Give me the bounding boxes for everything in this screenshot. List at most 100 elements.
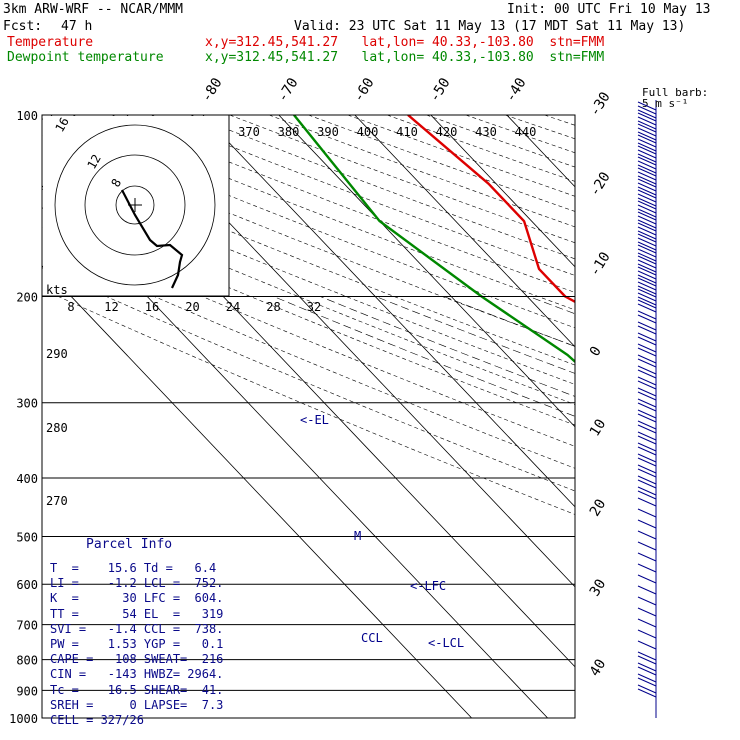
wind-barb bbox=[637, 358, 657, 368]
dry-adiabat bbox=[426, 115, 575, 168]
wind-barb bbox=[637, 369, 657, 379]
wind-barb bbox=[637, 244, 657, 254]
wind-barb bbox=[637, 299, 657, 309]
temperature-tick-label: -80 bbox=[199, 75, 226, 105]
parcel-info-row: T = 15.6 Td = 6.4 bbox=[50, 561, 217, 575]
dewpoint-trace bbox=[293, 115, 575, 364]
wind-barb bbox=[637, 468, 657, 478]
dry-adiabat bbox=[386, 115, 575, 182]
init-time: Init: 00 UTC Fri 10 May 13 bbox=[507, 2, 711, 17]
model-title: 3km ARW-WRF -- NCAR/MMM bbox=[3, 2, 184, 17]
dry-adiabat bbox=[42, 267, 575, 492]
wind-barb bbox=[637, 475, 657, 485]
temperature-tick-label: -70 bbox=[275, 75, 302, 105]
wind-barb bbox=[637, 200, 657, 210]
wind-barb bbox=[637, 178, 657, 188]
speed-tick-label: 24 bbox=[226, 300, 240, 314]
wind-barb bbox=[637, 255, 657, 265]
hodograph-ring-label: 12 bbox=[84, 152, 103, 172]
parcel-info-row: LI = -1.2 LCL = 752. bbox=[50, 576, 224, 591]
forecast-label: Fcst: bbox=[3, 19, 43, 34]
wind-barb bbox=[637, 651, 657, 661]
wind-barb bbox=[637, 541, 657, 551]
wind-barb bbox=[637, 270, 657, 280]
temperature-tick-label: 0 bbox=[587, 344, 605, 360]
parcel-info-row: CAPE = 108 SWEAT= 216 bbox=[50, 652, 224, 667]
wind-barb bbox=[637, 226, 657, 236]
wind-barb bbox=[637, 233, 657, 243]
barb-legend: Full barb: 5 m s⁻¹ bbox=[642, 86, 708, 110]
isotherm-line bbox=[659, 115, 740, 718]
pressure-label: 700 bbox=[16, 619, 38, 633]
wind-barb bbox=[637, 193, 657, 203]
wind-barb bbox=[637, 402, 657, 412]
wind-barb bbox=[637, 530, 657, 540]
pressure-label: 300 bbox=[16, 397, 38, 411]
pressure-label: 600 bbox=[16, 578, 38, 592]
wind-barb bbox=[637, 109, 657, 119]
wind-barb bbox=[637, 310, 657, 320]
wind-barb bbox=[637, 274, 657, 284]
hodograph-background bbox=[43, 116, 229, 296]
wind-barb bbox=[637, 677, 657, 687]
speed-tick-label: 32 bbox=[307, 300, 321, 314]
wind-barb bbox=[637, 164, 657, 174]
wind-barb bbox=[637, 171, 657, 181]
pressure-label: 800 bbox=[16, 654, 38, 668]
theta-label: 430 bbox=[475, 125, 497, 139]
isotherm-line bbox=[506, 115, 575, 188]
wind-barb bbox=[637, 453, 657, 463]
wind-barb bbox=[637, 321, 657, 331]
pressure-label: 200 bbox=[16, 291, 38, 305]
wind-barb bbox=[637, 347, 657, 357]
wind-barb bbox=[637, 277, 657, 287]
wind-barb bbox=[637, 673, 657, 683]
wind-barb bbox=[637, 398, 657, 408]
speed-tick-label: 28 bbox=[266, 300, 280, 314]
moist-adiabat bbox=[635, 297, 740, 719]
moist-adiabat bbox=[320, 296, 575, 397]
wind-barb bbox=[637, 688, 657, 698]
temperature-trace bbox=[407, 115, 575, 304]
hodograph-units: kts bbox=[46, 283, 68, 297]
parcel-info-row: SVI = -1.4 CCL = 738. bbox=[50, 621, 224, 636]
wind-barb bbox=[637, 303, 657, 313]
dry-adiabat bbox=[42, 226, 575, 447]
wind-barb bbox=[637, 666, 657, 676]
wind-barb bbox=[637, 116, 657, 126]
pressure-label: 100 bbox=[16, 109, 38, 123]
wind-barb bbox=[637, 365, 657, 375]
wind-barb bbox=[637, 142, 657, 152]
parcel-info-row: Tc = 16.5 SHEAR= 41. bbox=[50, 682, 224, 697]
parcel-info-row: PW = 1.53 YGP = 0.1 bbox=[50, 637, 224, 652]
parcel-info-row: CIN = -143 HWBZ= 2964. bbox=[50, 667, 224, 682]
wind-barb bbox=[637, 332, 657, 342]
wind-barb bbox=[637, 684, 657, 694]
pressure-label: 500 bbox=[16, 530, 38, 544]
parcel-info-panel: Parcel Info T = 15.6 Td = 6.4 LI = -1.2 L… bbox=[42, 537, 232, 727]
dewpoint-legend: Dewpoint temperature bbox=[7, 50, 164, 65]
wind-barb bbox=[637, 336, 657, 346]
dry-adiabat bbox=[505, 115, 575, 140]
wind-barb bbox=[637, 263, 657, 273]
wind-barb bbox=[637, 252, 657, 262]
pressure-label: 900 bbox=[16, 684, 38, 698]
dry-adiabat bbox=[544, 115, 575, 126]
wind-barb bbox=[637, 149, 657, 159]
wind-barb bbox=[637, 376, 657, 386]
wind-barb bbox=[637, 266, 657, 276]
wind-barb bbox=[637, 197, 657, 207]
wind-barb bbox=[637, 574, 657, 584]
wind-barb bbox=[637, 464, 657, 474]
forecast-hour: 47 h bbox=[61, 19, 93, 34]
wind-barb bbox=[637, 655, 657, 665]
hodograph-ring bbox=[115, 185, 155, 225]
el-marker: <-EL bbox=[300, 413, 329, 427]
theta-label: 420 bbox=[436, 125, 458, 139]
parcel-info-row: TT = 54 EL = 319 bbox=[50, 606, 224, 621]
hodograph-trace bbox=[121, 189, 184, 289]
isotherm-line bbox=[430, 115, 575, 268]
plot-frame bbox=[41, 114, 576, 719]
theta-label: 270 bbox=[46, 494, 68, 508]
pressure-label: 1000 bbox=[9, 712, 38, 726]
